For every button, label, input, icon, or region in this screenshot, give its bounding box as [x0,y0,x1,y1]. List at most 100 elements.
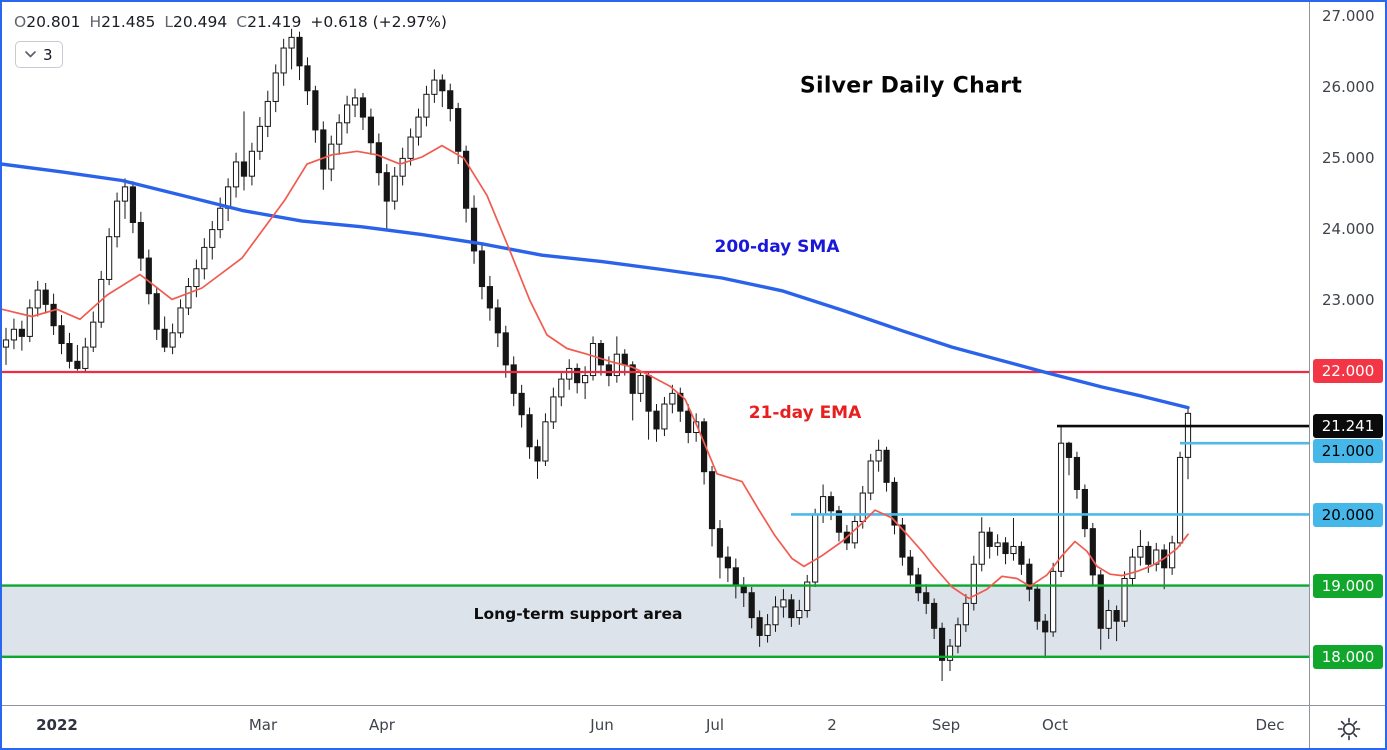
candle-up [970,563,977,604]
candle-down [708,471,716,530]
candle-up [256,125,263,152]
candle-down [1002,542,1009,555]
candle-down [58,325,65,345]
interval-selector[interactable]: 3 [15,41,63,68]
price-tick-label: 25.000 [1322,149,1375,167]
candle-up [661,403,668,430]
candle-up [962,602,969,626]
candle-up [867,460,874,494]
ema-annotation-label: 21-day EMA [748,403,862,423]
candle-down [891,481,898,526]
candle-down [42,289,49,305]
candle-up [232,161,240,188]
candle-up [415,116,422,138]
candle-down [502,332,509,366]
candle-down [359,97,367,118]
candlestick-chart[interactable] [2,2,1309,705]
candle-down [1034,588,1041,622]
candle-down [716,528,724,558]
candle-down [1026,563,1033,590]
candle-up [344,104,351,124]
price-tick-label: 24.000 [1322,220,1375,238]
candle-down [938,627,946,661]
candle-up [185,286,192,309]
candle-down [1081,488,1088,530]
high-value: 21.485 [101,13,156,31]
candle-up [10,328,18,341]
candle-down [367,116,375,144]
candle-up [169,332,176,348]
candle-down [732,567,739,587]
price-tick-label: 26.000 [1322,78,1375,96]
candle-down [1113,610,1120,622]
candle-down [685,410,692,434]
candle-up [1176,456,1184,544]
price-level-label: 18.000 [1313,645,1383,669]
candle-up [875,449,882,462]
candle-down [478,250,486,288]
candle-down [137,221,144,259]
candle-up [1050,570,1057,633]
candle-up [764,624,771,636]
candle-up [1184,412,1192,458]
candle-down [883,449,890,483]
candle-up [978,531,985,565]
candle-up [693,421,700,434]
candle-down [470,207,478,252]
time-axis[interactable]: 2022 Mar Apr Jun Jul 2 Sep Oct Dec [2,705,1309,748]
close-value: 21.419 [247,13,302,31]
candle-up [796,610,803,619]
candle-up [1057,442,1065,572]
candle-down [1042,620,1049,633]
candle-down [50,303,57,327]
price-level-label: 19.000 [1313,574,1383,598]
candle-up [637,375,644,394]
candle-up [121,186,129,202]
candle-up [351,97,359,106]
candle-up [2,339,10,348]
candle-down [907,556,914,576]
candle-up [26,307,33,337]
candle-up [954,624,962,647]
candle-up [1105,610,1112,629]
candle-up [994,542,1001,547]
candle-down [455,108,462,152]
candle-down [383,172,390,202]
candle-down [534,446,541,462]
candle-up [431,79,438,95]
high-label: H [89,13,102,31]
time-axis-label: Oct [1042,716,1068,734]
open-value: 20.801 [26,13,81,31]
support-band [2,585,1309,657]
candle-down [1145,545,1152,565]
candle-down [1018,545,1025,565]
candle-up [288,36,295,49]
candle-down [486,286,494,309]
time-axis-label: Jun [590,716,614,734]
ema-line [2,144,1189,600]
candle-up [177,307,184,334]
price-level-label: 22.000 [1313,359,1383,383]
candle-up [106,236,113,280]
candle-up [1129,556,1136,579]
chart-settings-button[interactable] [1309,705,1385,748]
candle-down [74,360,81,369]
candle-down [153,293,160,330]
candle-up [946,645,954,661]
candle-up [82,346,89,369]
candle-up [336,122,343,145]
candle-up [558,378,565,398]
candle-down [1065,442,1073,458]
support-area-label: Long-term support area [473,605,683,623]
candle-down [304,65,311,92]
candle-up [193,268,200,288]
candle-down [463,150,470,209]
candle-down [835,510,843,533]
time-axis-label: Jul [705,716,725,734]
candle-down [129,186,137,223]
candle-up [859,492,866,523]
low-value: 20.494 [173,13,228,31]
candle-down [1089,528,1096,576]
candle-down [518,392,525,416]
price-axis[interactable]: 27.000 26.000 25.000 24.000 23.000 22.000 21.2… [1309,2,1385,705]
